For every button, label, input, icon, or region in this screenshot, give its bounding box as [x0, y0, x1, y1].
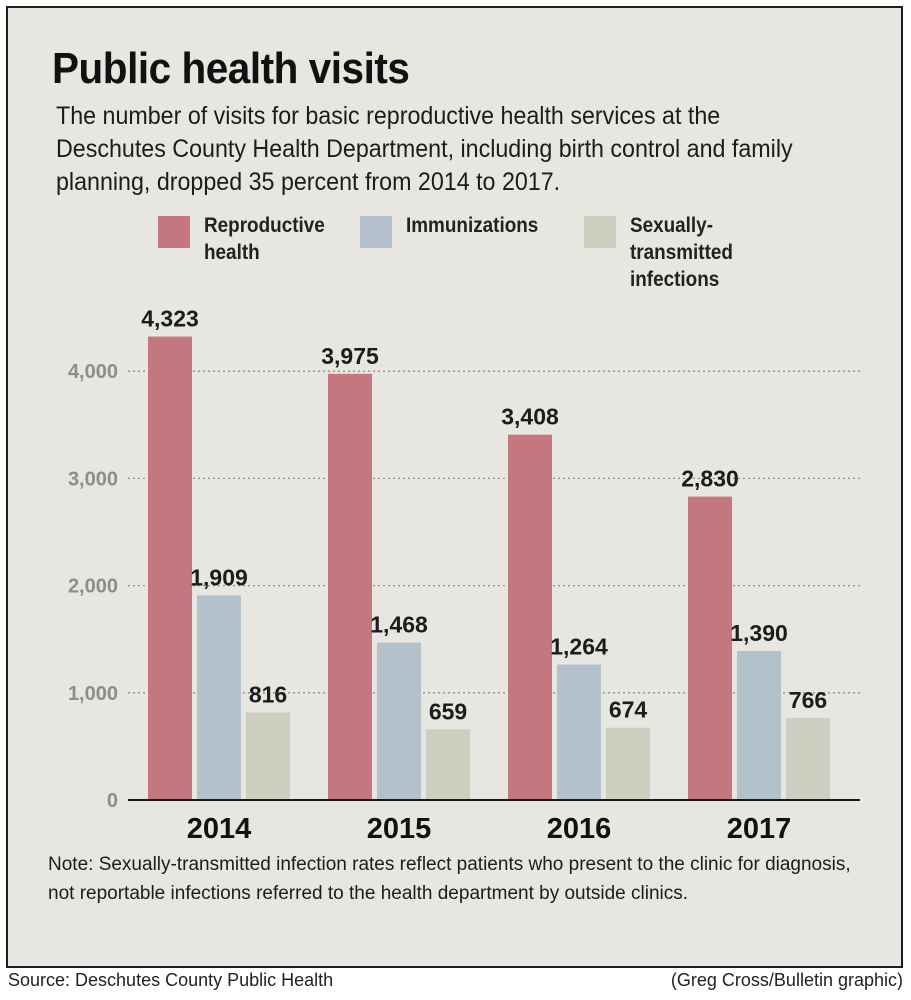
bar-chart: 0 1,000 2,000 3,000 4,000 4,323 1,909 816 2014 3,…: [68, 306, 860, 845]
chart-note: Note: Sexually-transmitted infection rat…: [48, 854, 851, 904]
data-label-sexually-transmitted-infections-2014: 816: [249, 682, 287, 708]
legend-swatch-immunizations: [360, 216, 392, 248]
bar-reproductive-health-2017: [688, 496, 732, 800]
bar-sexually-transmitted-infections-2014: [246, 712, 290, 800]
data-label-immunizations-2016: 1,264: [550, 633, 608, 659]
data-label-reproductive-health-2017: 2,830: [681, 466, 739, 492]
legend-swatch-reproductive-health: [158, 216, 190, 248]
legend-label-immunizations: Immunizations: [406, 214, 539, 237]
legend-item-reproductive-health: Reproductive health: [158, 212, 338, 266]
data-label-sexually-transmitted-infections-2017: 766: [789, 687, 827, 713]
data-label-reproductive-health-2015: 3,975: [321, 343, 379, 369]
graphic-credit: (Greg Cross/Bulletin graphic): [670, 970, 903, 990]
bar-immunizations-2017: [737, 650, 781, 800]
source-credit: Source: Deschutes County Public Health: [8, 970, 334, 990]
data-label-reproductive-health-2014: 4,323: [141, 306, 199, 332]
data-label-immunizations-2015: 1,468: [370, 612, 428, 638]
bar-sexually-transmitted-infections-2015: [426, 729, 470, 800]
bar-sexually-transmitted-infections-2016: [606, 727, 650, 800]
data-label-immunizations-2014: 1,909: [190, 564, 248, 590]
legend-label-reproductive-health: Reproductive health: [204, 214, 325, 264]
x-category-label-2016: 2016: [547, 813, 612, 845]
labels: 0 1,000 2,000 3,000 4,000 4,323 1,909 816 2014 3,…: [68, 306, 827, 845]
bars: [148, 336, 830, 800]
bar-immunizations-2015: [377, 642, 421, 800]
y-tick-label-4000: 4,000: [68, 361, 118, 383]
data-label-immunizations-2017: 1,390: [730, 620, 788, 646]
bar-immunizations-2014: [197, 595, 241, 800]
legend-label-sexually-transmitted-infections: Sexually- transmitted infections: [630, 214, 733, 291]
y-tick-label-1000: 1,000: [68, 683, 118, 705]
bar-reproductive-health-2015: [328, 373, 372, 800]
legend-item-immunizations: Immunizations: [360, 212, 553, 248]
x-category-label-2015: 2015: [367, 813, 432, 845]
bar-immunizations-2016: [557, 664, 601, 800]
chart-subtitle: The number of visits for basic reproduct…: [56, 102, 793, 196]
legend-swatch-sexually-transmitted-infections: [584, 216, 616, 248]
bar-sexually-transmitted-infections-2017: [786, 717, 830, 800]
data-label-reproductive-health-2016: 3,408: [501, 404, 559, 430]
y-tick-label-3000: 3,000: [68, 468, 118, 490]
y-tick-label-0: 0: [107, 790, 118, 812]
y-tick-label-2000: 2,000: [68, 576, 118, 598]
chart-title: Public health visits: [52, 44, 410, 93]
bar-reproductive-health-2016: [508, 434, 552, 800]
bar-reproductive-health-2014: [148, 336, 192, 800]
data-label-sexually-transmitted-infections-2015: 659: [429, 698, 467, 724]
x-category-label-2014: 2014: [187, 813, 252, 845]
data-label-sexually-transmitted-infections-2016: 674: [609, 697, 648, 723]
gridlines: [128, 370, 860, 694]
legend-item-sexually-transmitted-infections: Sexually- transmitted infections: [584, 212, 744, 293]
x-category-label-2017: 2017: [727, 813, 792, 845]
